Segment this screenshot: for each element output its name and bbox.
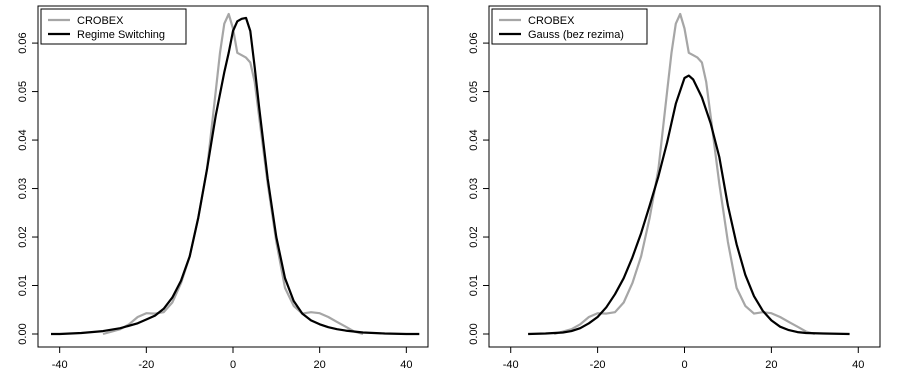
plot-frame [488, 5, 881, 348]
x-tick-label: -20 [138, 359, 154, 371]
chart-panel-2: -40 -20 0 20 40 0.00 0.01 0.02 0.03 0.04 0.05 0.06 C… [468, 5, 881, 371]
y-tick-label: 0.02 [468, 226, 480, 247]
x-tick-label: 20 [314, 359, 326, 371]
series-line-1 [102, 12, 364, 336]
legend-label: Regime Switching [77, 29, 165, 41]
legend: CROBEX Regime Switching [40, 8, 187, 45]
y-tick-label: 0.05 [17, 81, 29, 102]
series-line-1 [553, 12, 816, 336]
y-tick-label: 0.06 [17, 32, 29, 53]
x-tick-label: 0 [230, 359, 236, 371]
y-tick-label: 0.02 [17, 226, 29, 247]
legend-box [491, 8, 648, 45]
chart-panel-1: -40 -20 0 20 40 0.00 0.01 0.02 0.03 0.04 0.05 0.06 C… [17, 5, 429, 371]
plot-frame [37, 5, 429, 348]
x-tick-label: 40 [852, 359, 864, 371]
x-tick-label: -40 [503, 359, 519, 371]
y-tick-label: 0.06 [468, 32, 480, 53]
x-tick-label: 0 [681, 359, 687, 371]
legend: CROBEX Gauss (bez rezima) [491, 8, 648, 45]
legend-label: Gauss (bez rezima) [528, 29, 624, 41]
y-tick-label: 0.04 [17, 129, 29, 150]
y-tick-label: 0.01 [17, 275, 29, 296]
y-tick-label: 0.00 [468, 323, 480, 344]
y-tick-label: 0.03 [17, 178, 29, 199]
legend-box [40, 8, 187, 45]
y-tick-label: 0.00 [17, 323, 29, 344]
x-tick-label: -40 [52, 359, 68, 371]
legend-label: CROBEX [528, 15, 575, 27]
series-line-2 [51, 16, 420, 336]
x-tick-label: 20 [765, 359, 777, 371]
y-tick-label: 0.01 [468, 275, 480, 296]
legend-label: CROBEX [77, 15, 124, 27]
y-tick-label: 0.05 [468, 81, 480, 102]
x-tick-label: -20 [590, 359, 606, 371]
x-tick-label: 40 [400, 359, 412, 371]
y-tick-label: 0.03 [468, 178, 480, 199]
series-line-2 [528, 74, 850, 336]
y-tick-label: 0.04 [468, 129, 480, 150]
